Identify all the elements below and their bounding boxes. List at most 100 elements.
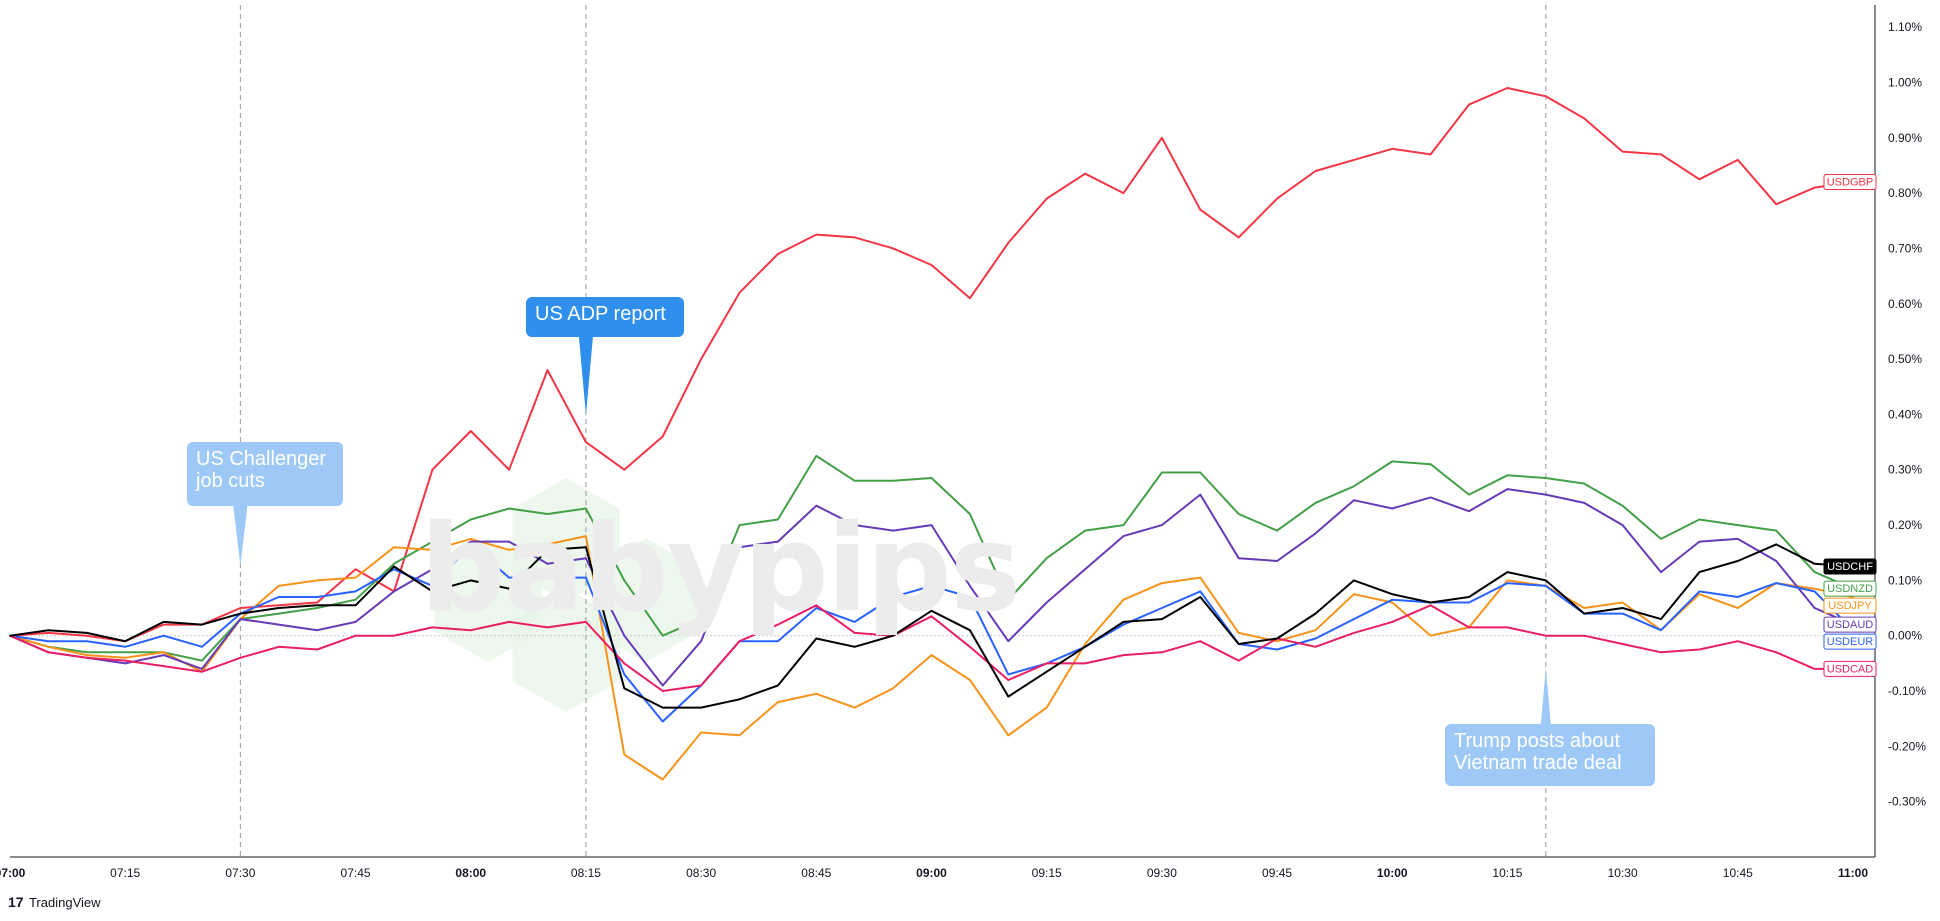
data-point <box>1007 679 1010 681</box>
data-point <box>1429 634 1432 637</box>
data-point <box>930 585 933 587</box>
data-point <box>393 565 395 568</box>
data-point <box>469 430 472 432</box>
data-point <box>1468 626 1470 629</box>
data-point <box>1813 668 1816 670</box>
data-point <box>1429 463 1432 465</box>
data-point <box>1545 477 1547 479</box>
data-point <box>1468 103 1470 106</box>
data-point <box>124 651 126 654</box>
data-point <box>1161 607 1163 609</box>
data-point <box>777 623 779 626</box>
data-point <box>277 623 280 626</box>
data-point <box>393 546 395 548</box>
data-point <box>316 607 318 609</box>
data-point <box>162 623 165 626</box>
data-point <box>1737 524 1739 526</box>
data-point <box>1775 529 1778 532</box>
data-point <box>1161 136 1163 139</box>
data-point <box>1698 648 1701 651</box>
event-annotation-text: US Challenger job cuts <box>196 448 327 492</box>
data-point <box>1391 507 1394 510</box>
data-point <box>393 634 395 637</box>
series-label-usdchf: USDCHF <box>1827 561 1873 573</box>
data-point <box>1506 474 1509 477</box>
data-point <box>969 513 971 515</box>
data-point <box>508 549 510 551</box>
data-point <box>585 621 587 623</box>
data-point <box>1583 612 1586 615</box>
data-point <box>853 524 856 526</box>
data-point <box>892 529 894 532</box>
data-point <box>1084 568 1086 571</box>
data-point <box>623 687 626 690</box>
data-point <box>354 590 357 593</box>
data-point <box>1775 582 1778 584</box>
data-point <box>1161 524 1163 526</box>
tradingview-logo-icon: 17 <box>8 894 24 910</box>
data-point <box>1353 499 1355 501</box>
annotation-pointer <box>1540 668 1551 724</box>
data-point <box>1276 529 1278 532</box>
data-point <box>1391 621 1394 623</box>
data-point <box>201 668 203 670</box>
data-point <box>585 576 587 579</box>
data-point <box>201 623 203 626</box>
x-tick-label: 07:15 <box>110 866 140 880</box>
data-point <box>1276 197 1278 200</box>
data-point <box>47 632 50 634</box>
data-point <box>277 607 280 609</box>
data-point <box>277 612 280 615</box>
data-point <box>1045 706 1048 709</box>
data-point <box>1621 150 1624 153</box>
data-point <box>1737 560 1739 562</box>
data-point <box>546 543 549 546</box>
x-tick-label: 07:00 <box>0 866 26 880</box>
data-point <box>1391 460 1394 463</box>
data-point <box>1660 538 1662 540</box>
data-point <box>508 540 510 543</box>
data-point <box>9 634 11 637</box>
data-point <box>1429 153 1432 156</box>
data-point <box>1237 643 1240 645</box>
x-tick-label: 09:15 <box>1032 866 1062 880</box>
data-point <box>508 576 510 579</box>
data-point <box>815 637 818 640</box>
data-point <box>85 651 88 654</box>
data-point <box>546 626 549 629</box>
data-point <box>1429 496 1432 499</box>
data-point <box>1122 192 1125 194</box>
data-point <box>1237 659 1240 662</box>
data-point <box>1621 607 1624 609</box>
x-tick-label: 10:45 <box>1723 866 1753 880</box>
data-point <box>1237 632 1240 634</box>
data-point <box>1391 598 1394 601</box>
data-point <box>1161 471 1163 474</box>
data-point <box>969 585 971 587</box>
event-annotation-text: Trump posts about Vietnam trade deal <box>1454 730 1622 774</box>
event-annotation: US ADP report <box>526 297 684 337</box>
data-point <box>1506 579 1509 582</box>
data-point <box>815 692 818 695</box>
y-tick-label: 0.20% <box>1888 518 1922 532</box>
x-tick-label: 09:00 <box>916 866 947 880</box>
data-point <box>853 645 856 648</box>
data-point <box>700 731 702 734</box>
data-point <box>239 657 242 659</box>
data-point <box>1545 585 1547 587</box>
data-point <box>508 468 510 471</box>
data-point <box>508 507 510 510</box>
data-point <box>431 626 434 629</box>
data-point <box>661 684 664 687</box>
data-point <box>277 585 280 587</box>
data-point <box>124 659 126 662</box>
x-tick-label: 08:30 <box>686 866 716 880</box>
data-point <box>661 435 664 438</box>
data-point <box>1545 95 1547 98</box>
data-point <box>1813 562 1816 565</box>
y-tick-label: 0.70% <box>1888 241 1922 255</box>
series-label-box <box>1823 633 1877 650</box>
data-point <box>661 720 664 723</box>
data-point <box>700 706 702 709</box>
y-tick-label: 0.10% <box>1888 573 1922 587</box>
